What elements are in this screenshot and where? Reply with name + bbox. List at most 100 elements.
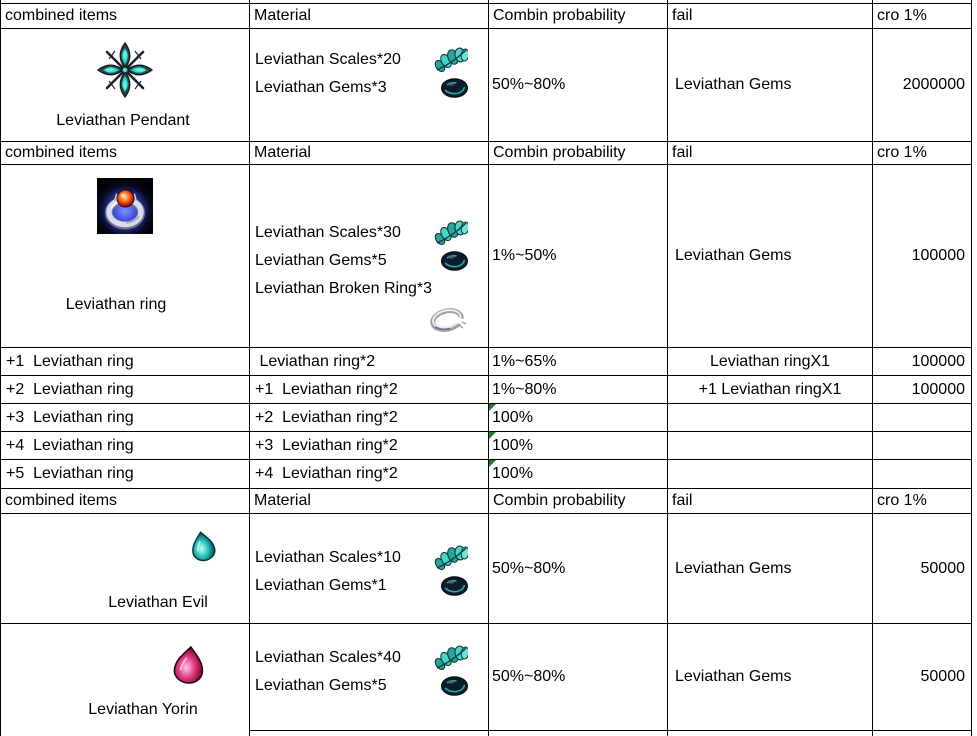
ring-cro-cell[interactable]: 100000 [873, 165, 972, 348]
pendant-probability-cell[interactable]: 50%~80% [489, 29, 668, 142]
ring-fail-cell[interactable]: Leviathan Gems [668, 165, 873, 348]
material-text: Leviathan Scales*20 [255, 51, 401, 68]
yorin-cro-cell[interactable]: 50000 [873, 624, 972, 731]
upgrade4-fail-cell[interactable] [668, 432, 873, 460]
leviathan-scales-icon[interactable] [434, 46, 468, 74]
upgrade5-cro-cell[interactable] [873, 460, 972, 489]
col-header-combined-items[interactable]: combined items [0, 489, 250, 514]
header-label: combined items [5, 492, 118, 509]
upgrade3-fail-cell[interactable] [668, 404, 873, 432]
col-header-cro[interactable]: cro 1% [873, 4, 972, 29]
upgrade1-cro-cell[interactable]: 100000 [873, 348, 972, 376]
material-text: Leviathan Scales*40 [255, 649, 401, 666]
header-label: fail [672, 144, 693, 161]
leviathan-evil-gem-icon[interactable] [188, 530, 218, 562]
material-line: Leviathan Scales*40 [255, 644, 468, 672]
col-header-cro[interactable]: cro 1% [873, 489, 972, 514]
ring-item-cell[interactable]: Leviathan ring [0, 165, 250, 348]
col-header-material[interactable]: Material [250, 4, 489, 29]
ring-probability-cell[interactable]: 1%~50% [489, 165, 668, 348]
leviathan-broken-ring-icon[interactable] [426, 303, 468, 337]
leviathan-ring-icon[interactable] [97, 178, 153, 234]
yorin-item-cell[interactable]: Leviathan Yorin [0, 624, 250, 731]
col-header-material[interactable]: Material [250, 489, 489, 514]
upgrade1-fail-cell[interactable]: Leviathan ringX1 [668, 348, 873, 376]
material-text: +1 Leviathan ring*2 [255, 380, 398, 398]
top-edge-cell [250, 0, 489, 4]
upgrade2-name-cell[interactable]: +2 Leviathan ring [0, 376, 250, 404]
leviathan-gems-icon[interactable] [441, 576, 468, 596]
pendant-cro-cell[interactable]: 2000000 [873, 29, 972, 142]
col-header-combined-items[interactable]: combined items [0, 4, 250, 29]
upgrade5-name-cell[interactable]: +5 Leviathan ring [0, 460, 250, 489]
evil-item-cell[interactable]: Leviathan Evil [0, 514, 250, 624]
upgrade3-name-cell[interactable]: +3 Leviathan ring [0, 404, 250, 432]
upgrade4-material-cell[interactable]: +3 Leviathan ring*2 [250, 432, 489, 460]
upgrade3-cro-cell[interactable] [873, 404, 972, 432]
col-header-fail[interactable]: fail [668, 4, 873, 29]
col-header-cro[interactable]: cro 1% [873, 142, 972, 165]
upgrade2-cro-cell[interactable]: 100000 [873, 376, 972, 404]
leviathan-pendant-icon[interactable] [97, 41, 153, 99]
yorin-material-cell[interactable]: Leviathan Scales*40 Leviathan Gems*5 [250, 624, 489, 731]
evil-probability-cell[interactable]: 50%~80% [489, 514, 668, 624]
material-line: Leviathan Gems*5 [255, 672, 468, 700]
leviathan-gems-icon[interactable] [441, 251, 468, 271]
header-label: combined items [5, 144, 118, 161]
probability-value: 1%~50% [492, 247, 557, 264]
material-line: Leviathan Gems*1 [255, 572, 468, 600]
cro-value: 50000 [920, 559, 966, 577]
leviathan-gems-icon[interactable] [441, 78, 468, 98]
evil-material-cell[interactable]: Leviathan Scales*10 Leviathan Gems*1 [250, 514, 489, 624]
leviathan-scales-icon[interactable] [434, 219, 468, 247]
table-edge-sliver [972, 460, 977, 489]
pendant-material-cell[interactable]: Leviathan Scales*20 Leviathan Gems*3 [250, 29, 489, 142]
yorin-probability-cell[interactable]: 50%~80% [489, 624, 668, 731]
material-text: +4 Leviathan ring*2 [255, 465, 398, 482]
upgrade3-material-cell[interactable]: +2 Leviathan ring*2 [250, 404, 489, 432]
col-header-fail[interactable]: fail [668, 142, 873, 165]
upgrade1-probability-cell[interactable]: 1%~65% [489, 348, 668, 376]
upgrade1-material-cell[interactable]: Leviathan ring*2 [250, 348, 489, 376]
upgrade3-probability-cell[interactable]: 100% [489, 404, 668, 432]
pendant-item-cell[interactable]: Leviathan Pendant [0, 29, 250, 142]
error-indicator-triangle [489, 404, 496, 411]
fail-value: Leviathan Gems [675, 559, 792, 577]
leviathan-scales-icon[interactable] [434, 544, 468, 572]
material-text: +3 Leviathan ring*2 [255, 436, 398, 454]
table-edge-sliver [972, 731, 977, 736]
col-header-fail[interactable]: fail [668, 489, 873, 514]
leviathan-scales-icon[interactable] [434, 644, 468, 672]
upgrade4-probability-cell[interactable]: 100% [489, 432, 668, 460]
col-header-probability[interactable]: Combin probability [489, 4, 668, 29]
ring-material-cell[interactable]: Leviathan Scales*30 Leviathan Gems*5 Lev… [250, 165, 489, 348]
col-header-combined-items[interactable]: combined items [0, 142, 250, 165]
upgrade4-name-cell[interactable]: +4 Leviathan ring [0, 432, 250, 460]
evil-fail-cell[interactable]: Leviathan Gems [668, 514, 873, 624]
table-edge-sliver [972, 432, 977, 460]
header-label: Combin probability [493, 144, 626, 161]
col-header-probability[interactable]: Combin probability [489, 142, 668, 165]
evil-cro-cell[interactable]: 50000 [873, 514, 972, 624]
top-edge-cell [873, 0, 972, 4]
upgrade5-material-cell[interactable]: +4 Leviathan ring*2 [250, 460, 489, 489]
material-text: Leviathan Gems*3 [255, 79, 387, 96]
probability-value: 100% [492, 465, 533, 482]
material-text: Leviathan Scales*30 [255, 224, 401, 241]
upgrade2-probability-cell[interactable]: 1%~80% [489, 376, 668, 404]
leviathan-yorin-gem-icon[interactable] [169, 644, 209, 686]
header-label: Material [254, 7, 311, 24]
yorin-name: Leviathan Yorin [88, 701, 198, 718]
header-label: fail [672, 7, 693, 24]
leviathan-gems-icon[interactable] [441, 676, 468, 696]
yorin-fail-cell[interactable]: Leviathan Gems [668, 624, 873, 731]
col-header-material[interactable]: Material [250, 142, 489, 165]
pendant-fail-cell[interactable]: Leviathan Gems [668, 29, 873, 142]
upgrade5-fail-cell[interactable] [668, 460, 873, 489]
upgrade1-name-cell[interactable]: +1 Leviathan ring [0, 348, 250, 376]
upgrade4-cro-cell[interactable] [873, 432, 972, 460]
upgrade2-material-cell[interactable]: +1 Leviathan ring*2 [250, 376, 489, 404]
upgrade5-probability-cell[interactable]: 100% [489, 460, 668, 489]
col-header-probability[interactable]: Combin probability [489, 489, 668, 514]
upgrade2-fail-cell[interactable]: +1 Leviathan ringX1 [668, 376, 873, 404]
